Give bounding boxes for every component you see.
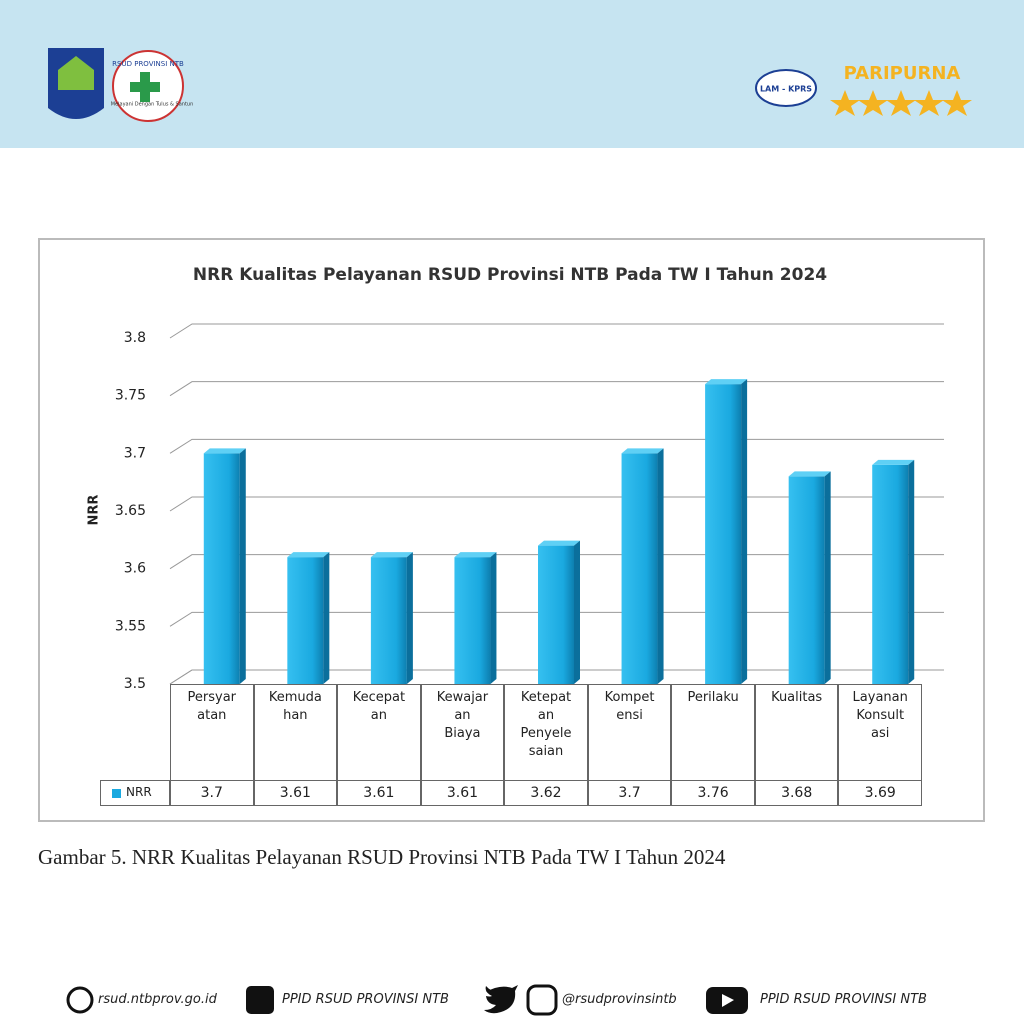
- hospital-cross: [130, 72, 160, 102]
- x-tick-label: Persyar atan: [170, 684, 254, 780]
- bar: [872, 464, 909, 684]
- bar-side: [406, 552, 413, 684]
- y-tick-label: 3.65: [115, 503, 146, 519]
- x-tick-label: Layanan Konsult asi: [838, 684, 922, 780]
- grid-line: [169, 381, 944, 397]
- bar-side: [490, 552, 497, 684]
- grid-line: [169, 438, 944, 454]
- bar: [538, 545, 574, 684]
- caption: Gambar 5. NRR Kualitas Pelayanan RSUD Pr…: [38, 845, 726, 869]
- bar: [788, 476, 825, 684]
- data-label: 3.69: [838, 780, 922, 806]
- hospital-motto: Melayani Dengan Tulus & Santun: [111, 102, 194, 108]
- header-banner: RSUD PROVINSI NTB Melayani Dengan Tulus …: [0, 0, 1024, 148]
- bar-side: [574, 540, 580, 684]
- data-label: 3.76: [671, 780, 755, 806]
- x-tick-label: Kualitas: [754, 684, 839, 780]
- chart-title: NRR Kualitas Pelayanan RSUD Provinsi NTB…: [193, 265, 827, 285]
- emblem-detail: [58, 56, 94, 90]
- bar-side: [323, 552, 330, 684]
- facebook-icon: [246, 986, 274, 1014]
- data-label: 3.7: [587, 780, 672, 806]
- x-tick-label: Kemuda han: [253, 684, 338, 780]
- footer-website: rsud.ntbprov.go.id: [98, 992, 217, 1007]
- bar-top: [203, 448, 246, 454]
- y-tick-label: 3.7: [124, 445, 146, 461]
- y-tick-label: 3.75: [115, 388, 146, 404]
- data-label: 3.61: [253, 780, 338, 806]
- data-label: 3.62: [504, 780, 588, 806]
- y-tick-label: 3.6: [124, 561, 146, 577]
- legend-cell: [100, 780, 170, 806]
- y-axis-label: NRR: [87, 495, 102, 526]
- x-tick-label: Perilaku: [671, 684, 755, 780]
- grid-line: [169, 323, 944, 339]
- accreditor-logo: [755, 69, 817, 107]
- bar-top: [872, 459, 915, 465]
- footer-icons: [66, 984, 748, 1016]
- axis-line: [169, 669, 193, 685]
- header-art: RSUD PROVINSI NTB Melayani Dengan Tulus …: [48, 48, 972, 122]
- grid-line: [169, 554, 944, 570]
- footer-handle: @rsudprovinsintb: [562, 992, 677, 1007]
- legend-label: NRR: [126, 785, 152, 799]
- bar-side: [239, 448, 246, 684]
- bar-side: [908, 459, 915, 684]
- bar-side: [824, 471, 831, 684]
- bar-side: [741, 379, 748, 684]
- bar-side: [657, 448, 664, 684]
- bar-top: [370, 552, 413, 558]
- bar: [287, 557, 324, 684]
- footer-youtube: PPID RSUD PROVINSI NTB: [760, 992, 927, 1007]
- chart: NRR Kualitas Pelayanan RSUD Provinsi NTB…: [87, 265, 944, 692]
- stars: [830, 90, 972, 116]
- data-label: 3.61: [337, 780, 421, 806]
- y-tick-label: 3.8: [124, 330, 146, 346]
- bar-top: [287, 552, 330, 558]
- footer-facebook: PPID RSUD PROVINSI NTB: [282, 992, 449, 1007]
- twitter-icon: [484, 985, 518, 1014]
- x-tick-label: Kewajar an Biaya: [420, 684, 505, 780]
- bar: [705, 384, 742, 684]
- y-tick-label: 3.55: [115, 618, 146, 634]
- data-label: 3.61: [420, 780, 505, 806]
- bar-top: [454, 552, 497, 558]
- bar: [203, 453, 240, 684]
- data-label: 3.68: [754, 780, 839, 806]
- instagram-icon: [526, 984, 558, 1016]
- accreditation: PARIPURNA: [844, 63, 961, 84]
- youtube-play: [722, 994, 734, 1007]
- x-tick-label: Kecepat an: [337, 684, 421, 780]
- grid-line: [169, 611, 944, 627]
- legend-swatch: [112, 789, 121, 798]
- y-tick-label: 3.5: [124, 676, 146, 692]
- hospital-logo-text: RSUD PROVINSI NTB: [112, 60, 184, 68]
- bar-top: [538, 540, 580, 546]
- data-label: 3.7: [170, 780, 254, 806]
- bar: [370, 557, 407, 684]
- bar: [454, 557, 491, 684]
- x-tick-label: Ketepat an Penyele saian: [504, 684, 588, 780]
- x-tick-label: Kompet ensi: [587, 684, 672, 780]
- accreditor: LAM - KPRS: [760, 85, 812, 94]
- bar: [621, 453, 658, 684]
- bar-top: [788, 471, 831, 477]
- bar-top: [705, 379, 748, 385]
- grid-line: [169, 496, 944, 512]
- web-icon: [66, 986, 94, 1014]
- bar-top: [621, 448, 664, 454]
